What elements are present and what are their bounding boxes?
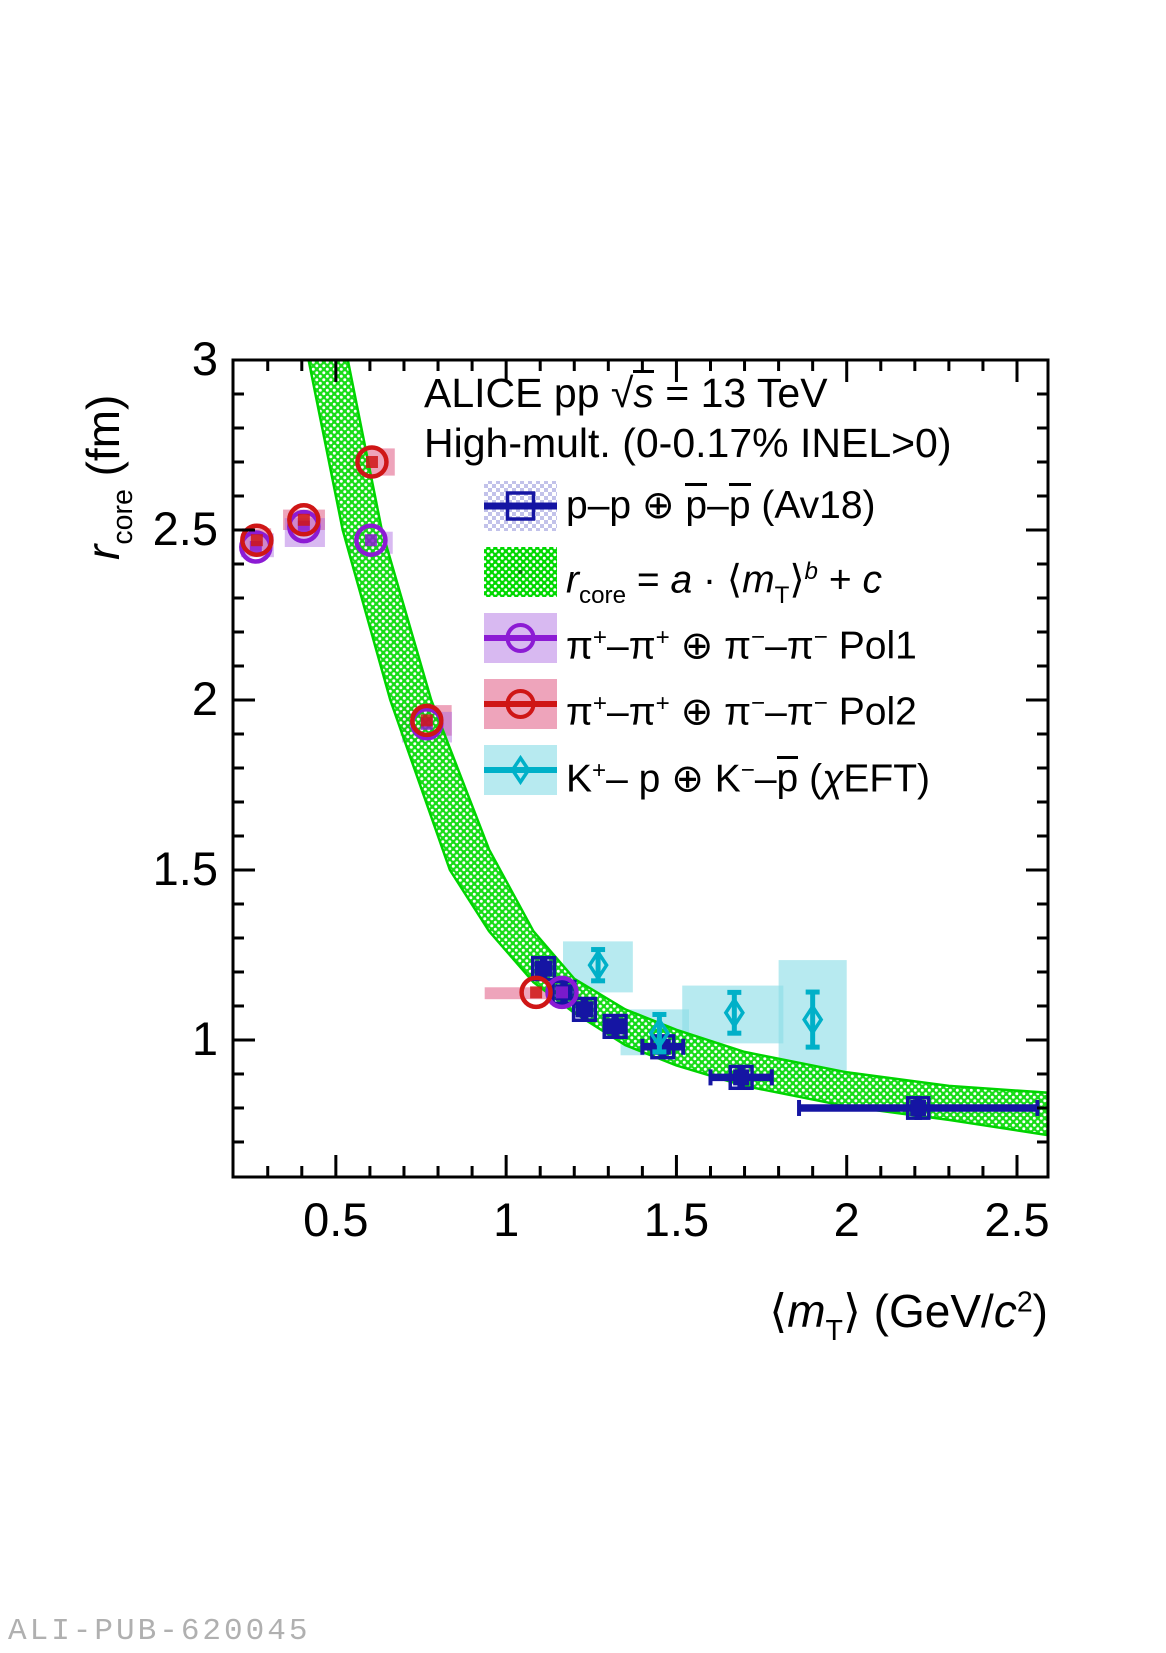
- x-axis-label: ⟨mT⟩ (GeV/c2): [769, 1285, 1048, 1347]
- pol2-sys-box: [484, 987, 550, 1000]
- x-tick-label: 2: [833, 1193, 860, 1246]
- x-tick-label: 0.5: [303, 1193, 369, 1246]
- x-tick-label: 1.5: [643, 1193, 710, 1246]
- legend-label-pp-av18: p–p ⊕ p–p (Av18): [566, 483, 876, 527]
- y-tick-label: 2: [191, 671, 218, 725]
- y-tick-label: 1.5: [152, 841, 218, 895]
- y-tick-label: 2.5: [152, 501, 218, 555]
- legend-label-kaon: K+– p ⊕ K−–p (χEFT): [566, 756, 931, 801]
- legend-label-fit: rcore = a · ⟨mT⟩b + c: [566, 558, 882, 610]
- data-points: [239, 445, 1040, 1120]
- y-tick-label: 1: [191, 1011, 218, 1065]
- y-tick-label: 3: [191, 332, 218, 385]
- legend-label-pion-pol1: π+–π+ ⊕ π−–π− Pol1: [566, 624, 917, 668]
- x-tick-label: 2.5: [984, 1193, 1050, 1246]
- plot-title-line2: High-mult. (0-0.17% INEL>0): [424, 420, 952, 466]
- legend-swatches: [484, 481, 557, 795]
- x-tick-label: 1: [493, 1193, 520, 1246]
- plot-title-line1: ALICE pp √s = 13 TeV: [424, 370, 828, 416]
- legend-label-pion-pol2: π+–π+ ⊕ π−–π− Pol2: [566, 690, 917, 734]
- watermark-id: ALI-PUB-620045: [8, 1614, 311, 1649]
- plot-frame-and-ticks: [231, 358, 1050, 1179]
